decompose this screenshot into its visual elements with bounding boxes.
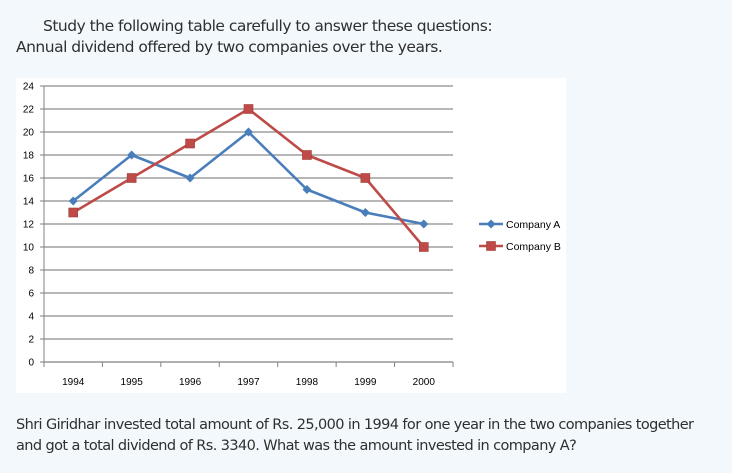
y-tick-label: 2 — [28, 335, 34, 346]
point-company-b — [185, 138, 195, 149]
x-tick-labels: 1994 1995 1996 1997 1998 1999 2000 — [62, 377, 435, 388]
x-tick-label: 1998 — [296, 377, 319, 388]
question-heading: Study the following table carefully to a… — [16, 16, 493, 58]
y-tick-label: 0 — [28, 358, 34, 369]
x-tick-label: 1999 — [354, 377, 377, 388]
y-tick-label: 14 — [23, 197, 35, 208]
legend-label-company-a: Company A — [506, 219, 560, 231]
axes — [40, 85, 454, 367]
y-tick-label: 20 — [23, 128, 35, 139]
series-layer — [68, 104, 429, 252]
x-tick-label: 1994 — [62, 377, 85, 388]
point-company-b — [360, 173, 371, 183]
legend-marker-company-b — [486, 241, 496, 251]
y-tick-label: 12 — [23, 220, 35, 231]
series-company-b — [68, 104, 429, 252]
y-tick-label: 4 — [28, 312, 34, 323]
y-tick-label: 6 — [28, 289, 34, 300]
x-tick-label: 1995 — [121, 377, 144, 388]
heading-line-2: Annual dividend offered by two companies… — [16, 38, 443, 56]
series-company-a — [68, 127, 429, 229]
line-chart: 0 2 4 6 8 10 12 14 16 18 20 22 24 1994 1995 1996 1997 19… — [16, 78, 566, 393]
point-company-a — [360, 208, 370, 217]
legend-marker-company-a — [486, 219, 496, 229]
y-tick-label: 16 — [23, 174, 35, 185]
point-company-b — [126, 173, 137, 183]
question-text: Shri Giridhar invested total amount of R… — [16, 417, 694, 454]
y-tick-label: 8 — [28, 266, 34, 277]
point-company-a — [419, 219, 429, 229]
y-tick-label: 18 — [23, 151, 35, 162]
legend: Company A Company B — [479, 219, 561, 253]
legend-item-company-a: Company A — [479, 219, 560, 231]
point-company-a — [68, 196, 78, 206]
y-tick-label: 24 — [23, 82, 35, 93]
gridlines — [44, 85, 453, 340]
legend-label-company-b: Company B — [506, 241, 561, 253]
point-company-a — [244, 127, 253, 137]
point-company-b — [243, 104, 254, 114]
point-company-b — [302, 150, 312, 160]
x-tick-label: 2000 — [413, 377, 436, 388]
point-company-a — [185, 173, 195, 183]
x-tick-label: 1996 — [179, 377, 202, 388]
heading-line-1: Study the following table carefully to a… — [43, 17, 493, 35]
legend-item-company-b: Company B — [479, 241, 561, 253]
point-company-b — [418, 242, 429, 252]
point-company-b — [68, 207, 79, 218]
point-company-a — [302, 185, 312, 194]
x-tick-label: 1997 — [237, 377, 260, 388]
y-tick-label: 10 — [23, 243, 35, 254]
y-tick-label: 22 — [23, 105, 35, 116]
